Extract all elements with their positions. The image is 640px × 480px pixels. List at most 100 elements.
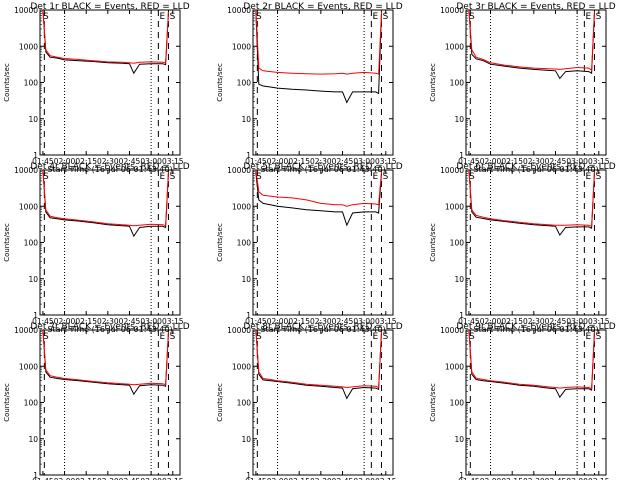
y-tick-label: 10 [241,115,251,124]
segment-mark: S [256,172,262,182]
y-axis-label: Counts/sec [216,383,224,422]
x-tick-label: 02:15 [288,157,310,166]
series-lld-line [468,9,595,72]
x-tick-label: 03:00 [353,157,375,166]
y-tick-label: 1000 [445,42,464,51]
segment-mark: S [469,12,475,22]
x-tick-label: 02:00 [480,157,502,166]
x-tick-label: 01:45 [245,157,267,166]
series-events-line [468,169,595,237]
y-tick-label: 100 [450,239,465,248]
x-tick-label: 02:30 [97,317,119,326]
y-axis-label: Counts/sec [216,63,224,102]
y-tick-label: 1000 [445,362,464,371]
x-tick-label: 02:30 [523,157,545,166]
y-tick-label: 1000 [19,362,38,371]
y-tick-label: 1 [246,311,251,320]
series-events-line [468,329,595,399]
x-tick-label: 02:15 [75,157,97,166]
y-axis-label: Counts/sec [429,383,437,422]
panel-5: Det 5r BLACK = Events, RED = LLD 1 10 100 10… [216,162,403,334]
x-tick-label: 03:15 [375,477,397,480]
y-axis-label: Counts/sec [3,63,11,102]
segment-mark: S [43,332,49,342]
x-tick-label: 02:45 [119,157,141,166]
panel-title: Det 1r BLACK = Events, RED = LLD [30,2,189,12]
y-tick-label: 100 [24,79,39,88]
x-tick-label: 02:00 [480,477,502,480]
segment-mark: E [160,332,166,342]
x-tick-label: 02:15 [75,317,97,326]
segment-mark: S [596,172,602,182]
y-tick-label: 100 [24,399,39,408]
x-tick-label: 02:30 [310,317,332,326]
plot-frame [252,9,394,156]
x-tick-label: 03:00 [140,317,162,326]
y-tick-label: 1000 [445,202,464,211]
series-lld-line [255,9,382,75]
x-tick-label: 02:15 [288,477,310,480]
segment-mark: E [586,172,592,182]
y-tick-label: 100 [24,239,39,248]
x-tick-label: 02:15 [501,477,523,480]
x-tick-label: 02:00 [54,477,76,480]
x-tick-label: 02:30 [310,157,332,166]
x-tick-label: 03:00 [140,157,162,166]
x-tick-label: 02:00 [267,317,289,326]
y-tick-label: 10 [28,275,38,284]
panel-1: Det 1r BLACK = Events, RED = LLD 1 10 100 10… [3,2,190,174]
plot-frame [252,169,394,316]
x-tick-label: 03:15 [588,317,610,326]
panel-title: Det 4r BLACK = Events, RED = LLD [30,162,189,172]
panel-2: Det 2r BLACK = Events, RED = LLD 1 10 100 10… [216,2,403,174]
series-events-line [255,329,382,400]
segment-mark: S [170,12,176,22]
plot-frame [465,329,607,476]
y-tick-label: 10000 [227,326,251,335]
panel-9: Det 9r BLACK = Events, RED = LLD 1 10 100 10… [429,322,616,480]
x-tick-label: 02:30 [523,477,545,480]
series-events-line [42,169,169,238]
segment-mark: S [383,332,389,342]
series-lld-line [255,169,382,207]
x-tick-label: 02:15 [501,157,523,166]
x-tick-label: 02:45 [332,317,354,326]
x-tick-label: 02:15 [75,477,97,480]
x-tick-label: 02:45 [545,157,567,166]
y-axis-label: Counts/sec [429,63,437,102]
y-tick-label: 10000 [14,166,38,175]
panel-title: Det 7r BLACK = Events, RED = LLD [30,322,189,332]
panel-6: Det 6r BLACK = Events, RED = LLD 1 10 100 10… [429,162,616,334]
x-tick-label: 01:45 [458,477,480,480]
series-events-line [42,329,169,396]
segment-mark: S [256,332,262,342]
panel-title: Det 8r BLACK = Events, RED = LLD [243,322,402,332]
x-tick-label: 01:45 [245,317,267,326]
y-tick-label: 10000 [440,326,464,335]
x-tick-label: 02:30 [97,477,119,480]
y-tick-label: 100 [450,79,465,88]
y-tick-label: 10000 [227,6,251,15]
y-tick-label: 1000 [19,202,38,211]
x-tick-label: 01:45 [458,317,480,326]
series-lld-line [468,329,595,390]
series-lld-line [42,9,169,64]
y-tick-label: 10000 [440,166,464,175]
segment-mark: S [383,12,389,22]
y-tick-label: 10000 [14,326,38,335]
panel-7: Det 7r BLACK = Events, RED = LLD 1 10 100 10… [3,322,190,480]
x-tick-label: 03:15 [162,157,184,166]
y-tick-label: 10000 [227,166,251,175]
y-tick-label: 10 [454,275,464,284]
panel-title: Det 9r BLACK = Events, RED = LLD [456,322,615,332]
y-tick-label: 10000 [440,6,464,15]
x-tick-label: 03:15 [375,317,397,326]
segment-mark: S [256,12,262,22]
segment-mark: E [586,332,592,342]
x-tick-label: 02:30 [523,317,545,326]
x-tick-label: 02:00 [54,157,76,166]
x-tick-label: 02:15 [501,317,523,326]
y-tick-label: 10 [454,435,464,444]
